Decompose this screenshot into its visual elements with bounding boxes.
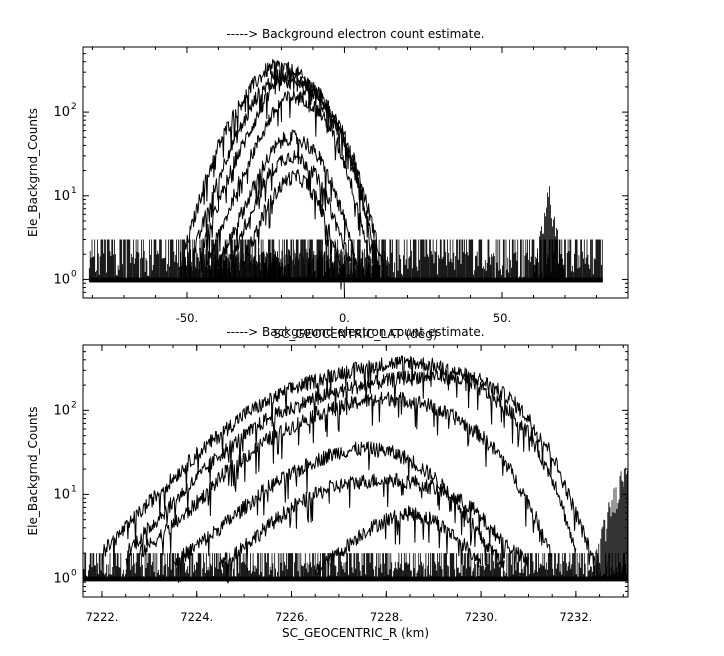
x-axis-label: SC_GEOCENTRIC_LAT (deg) [273,327,437,341]
x-tick-label: 7228. [370,610,403,624]
x-tick-label: 7222. [85,610,118,624]
series-line-3 [199,74,374,273]
y-tick-exponent: 0 [71,269,77,279]
series-line-6 [314,505,481,575]
y-tick-label: 10 [53,487,70,502]
y-tick-exponent: 0 [71,568,77,578]
series-line-5 [218,129,358,270]
y-tick-label: 10 [53,403,70,418]
y-tick-label: 10 [53,272,70,287]
series-line-4 [205,89,370,270]
y-tick-exponent: 1 [71,484,77,494]
plot-area [88,59,603,297]
y-axis-label: Ele_Backgrnd_Counts [26,407,40,536]
noise-floor [83,553,628,581]
y-tick-label: 10 [53,571,70,586]
series-line-6 [230,150,352,271]
series-line-5 [219,473,529,584]
y-tick-label: 10 [53,105,70,120]
x-tick-label: -50. [176,311,198,325]
edge-rise [594,467,628,579]
x-tick-label: 7224. [180,610,213,624]
series-line-7 [240,169,345,297]
chart-title: -----> Background electron count estimat… [226,325,484,339]
y-tick-label: 10 [53,189,70,204]
plot-frame [82,46,629,299]
series-line-1 [101,355,596,579]
series-line-3 [139,391,553,558]
series-line-1 [183,59,380,275]
x-axis-label: SC_GEOCENTRIC_R (km) [282,626,429,640]
y-tick-exponent: 1 [71,186,77,196]
x-tick-label: 7232. [559,610,592,624]
x-tick-label: 50. [493,311,511,325]
noise-band [83,576,628,582]
y-tick-exponent: 2 [71,400,77,410]
y-tick-exponent: 2 [71,102,77,112]
plot-frame [82,344,629,598]
x-tick-label: 0. [339,311,350,325]
y-axis-label: Ele_Backgrnd_Counts [26,108,40,237]
spike-feature [533,186,565,280]
plot-area [83,355,628,584]
x-tick-label: 7230. [465,610,498,624]
x-tick-label: 7226. [275,610,308,624]
chart-title: -----> Background electron count estimat… [226,27,484,41]
series-line-2 [125,368,577,571]
noise-band [89,277,603,283]
